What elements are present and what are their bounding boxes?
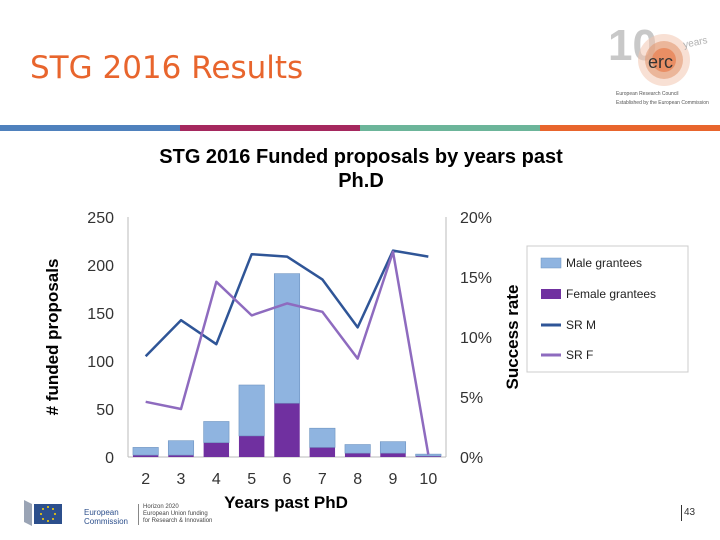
x-tick-label: 9 <box>389 471 398 488</box>
bar-female-6 <box>274 403 300 457</box>
logo-line1: European Research Council <box>616 91 679 97</box>
slide-title: STG 2016 Results <box>30 50 304 86</box>
footer-logos: European Commission Horizon 2020 Europea… <box>20 496 220 532</box>
x-tick-label: 6 <box>283 471 292 488</box>
bar-male-7 <box>309 427 336 448</box>
logo-line2: Established by the European Commission <box>616 100 709 106</box>
stripe-green <box>360 125 540 131</box>
line-sr-m <box>144 249 429 358</box>
x-tick-label: 3 <box>177 471 186 488</box>
chart-title-line2: Ph.D <box>338 170 384 192</box>
bar-female-10 <box>415 456 442 457</box>
x-tick-label: 7 <box>318 471 327 488</box>
erc-logo: 10 erc years European Research Council E… <box>608 21 709 106</box>
y-axis-label: # funded proposals <box>43 259 62 416</box>
y-tick-label: 150 <box>87 306 114 323</box>
legend-label-male: Male grantees <box>566 256 642 270</box>
h2020-line1: Horizon 2020 <box>143 504 179 510</box>
color-stripe <box>0 125 720 131</box>
h2020-line3: for Research & Innovation <box>143 518 213 524</box>
legend-label-srm: SR M <box>566 318 596 332</box>
logo-years: years <box>682 35 708 51</box>
bar-female-8 <box>344 453 371 457</box>
y2-axis-label: Success rate <box>503 285 522 390</box>
logo-erc: erc <box>648 52 673 72</box>
bar-male-6 <box>273 273 301 404</box>
x-tick-label: 4 <box>212 471 221 488</box>
ec-text: European Commission <box>84 508 128 526</box>
bar-male-5 <box>238 384 265 437</box>
bar-female-5 <box>238 435 265 457</box>
bar-female-9 <box>380 453 406 457</box>
chart: STG 2016 Funded proposals by years past … <box>43 146 689 512</box>
stripe-blue <box>0 125 180 131</box>
x-tick-label: 8 <box>353 471 362 488</box>
legend-label-female: Female grantees <box>566 287 656 301</box>
y2-tick-label: 5% <box>460 390 483 407</box>
legend-label-srf: SR F <box>566 348 593 362</box>
bar-male-4 <box>203 421 230 443</box>
y-tick-label: 0 <box>105 450 114 467</box>
stripe-magenta <box>180 125 360 131</box>
bar-male-3 <box>167 440 195 456</box>
ec-line1: European <box>84 508 119 517</box>
page-number-divider <box>681 505 682 521</box>
y2-tick-label: 0% <box>460 450 483 467</box>
legend: Male grantees Female grantees SR M SR F <box>526 245 689 373</box>
h2020-line2: European Union funding <box>143 511 208 517</box>
chart-title-line1: STG 2016 Funded proposals by years past <box>159 146 563 168</box>
bar-female-7 <box>309 447 336 457</box>
x-axis-label: Years past PhD <box>224 493 348 512</box>
y2-tick-label: 10% <box>460 330 492 347</box>
bar-female-2 <box>132 455 159 457</box>
y2-tick-label: 20% <box>460 210 492 227</box>
bar-male-8 <box>344 444 371 454</box>
y-tick-label: 250 <box>87 210 114 227</box>
ec-line2: Commission <box>84 517 129 526</box>
y2-tick-label: 15% <box>460 270 492 287</box>
bar-female-4 <box>203 442 230 457</box>
x-tick-label: 10 <box>419 471 437 488</box>
x-tick-label: 2 <box>141 471 150 488</box>
x-tick-label: 5 <box>247 471 256 488</box>
eu-flag-icon <box>24 500 62 526</box>
y-tick-label: 100 <box>87 354 114 371</box>
h2020-text: Horizon 2020 European Union funding for … <box>138 504 212 525</box>
legend-swatch-female <box>541 289 561 299</box>
y-tick-label: 50 <box>96 402 114 419</box>
page-number: 43 <box>684 507 696 518</box>
stripe-orange <box>540 125 720 131</box>
y-tick-label: 200 <box>87 258 114 275</box>
bar-female-3 <box>168 455 194 457</box>
line-sr-f <box>145 250 430 455</box>
bar-male-2 <box>132 447 159 456</box>
bar-male-9 <box>379 441 407 454</box>
legend-swatch-male <box>540 257 562 269</box>
